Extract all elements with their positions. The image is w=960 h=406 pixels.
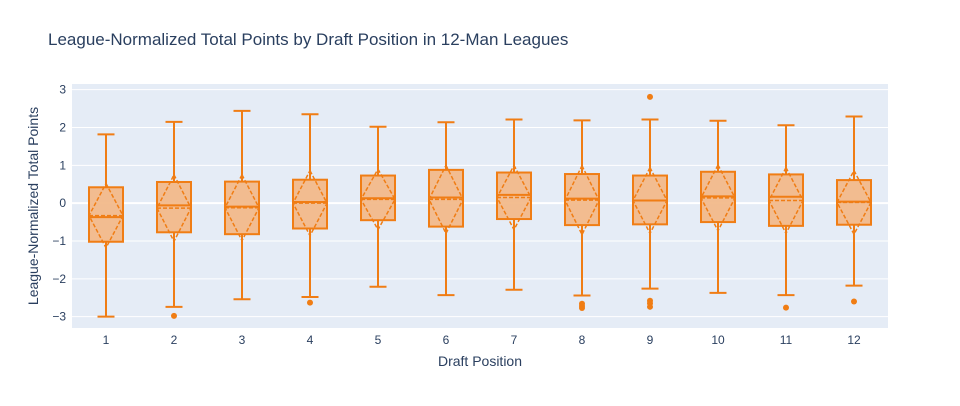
outlier-point xyxy=(851,298,857,305)
sd-diamond xyxy=(836,169,872,236)
x-axis-ticks: 1 2 3 4 5 6 7 8 9 10 11 12 xyxy=(103,333,861,347)
x-tick-label: 4 xyxy=(307,333,314,347)
x-tick-label: 3 xyxy=(239,333,246,347)
box-trace xyxy=(632,93,668,310)
outlier-point xyxy=(783,304,789,311)
outlier-point xyxy=(579,304,585,311)
outlier-point xyxy=(647,303,653,310)
y-tick-label: −2 xyxy=(52,272,66,286)
x-tick-label: 12 xyxy=(847,333,861,347)
box-trace xyxy=(428,121,464,297)
sd-diamond xyxy=(768,165,804,236)
sd-diamond xyxy=(292,169,328,238)
box-trace xyxy=(224,109,260,301)
sd-diamond xyxy=(360,167,396,232)
y-tick-label: 0 xyxy=(59,196,66,210)
iqr-box xyxy=(156,180,192,234)
box-trace xyxy=(292,113,328,306)
outlier-point xyxy=(307,299,313,306)
box-trace xyxy=(564,119,600,311)
iqr-box xyxy=(292,178,328,230)
box-trace xyxy=(700,119,736,294)
sd-diamond xyxy=(428,163,464,236)
y-tick-label: 2 xyxy=(59,121,66,135)
box-trace xyxy=(768,124,804,311)
y-tick-label: −3 xyxy=(52,310,66,324)
grid-lines xyxy=(72,89,888,318)
chart-title: League-Normalized Total Points by Draft … xyxy=(48,30,568,49)
plot-area xyxy=(72,84,888,328)
sd-diamond xyxy=(632,165,668,236)
box-trace xyxy=(496,118,532,291)
sd-diamond xyxy=(224,173,260,243)
outlier-point xyxy=(647,93,653,100)
sd-diamond xyxy=(700,163,736,233)
x-tick-label: 6 xyxy=(443,333,450,347)
x-tick-label: 10 xyxy=(711,333,725,347)
x-tick-label: 1 xyxy=(103,333,110,347)
sd-diamond xyxy=(88,181,124,250)
iqr-box xyxy=(88,186,124,243)
y-tick-label: −1 xyxy=(52,234,66,248)
x-axis-title: Draft Position xyxy=(438,353,522,369)
y-axis-title: League-Normalized Total Points xyxy=(25,107,41,305)
box-trace xyxy=(836,115,872,305)
x-tick-label: 5 xyxy=(375,333,382,347)
y-tick-label: 3 xyxy=(59,83,66,97)
y-tick-label: 1 xyxy=(59,158,66,172)
outlier-point xyxy=(171,312,177,319)
iqr-box xyxy=(768,173,804,227)
y-axis-ticks: −3 −2 −1 0 1 2 3 xyxy=(52,83,66,324)
sd-diamond xyxy=(564,164,600,237)
sd-diamond xyxy=(156,173,192,244)
box-trace xyxy=(156,120,192,319)
x-tick-label: 7 xyxy=(511,333,518,347)
x-tick-label: 11 xyxy=(780,333,793,347)
box-series xyxy=(88,93,872,319)
box-trace xyxy=(88,133,124,318)
x-tick-label: 2 xyxy=(171,333,178,347)
x-tick-label: 8 xyxy=(579,333,586,347)
iqr-box xyxy=(224,180,260,236)
box-trace xyxy=(360,125,396,288)
x-tick-label: 9 xyxy=(647,333,654,347)
sd-diamond xyxy=(496,163,532,232)
